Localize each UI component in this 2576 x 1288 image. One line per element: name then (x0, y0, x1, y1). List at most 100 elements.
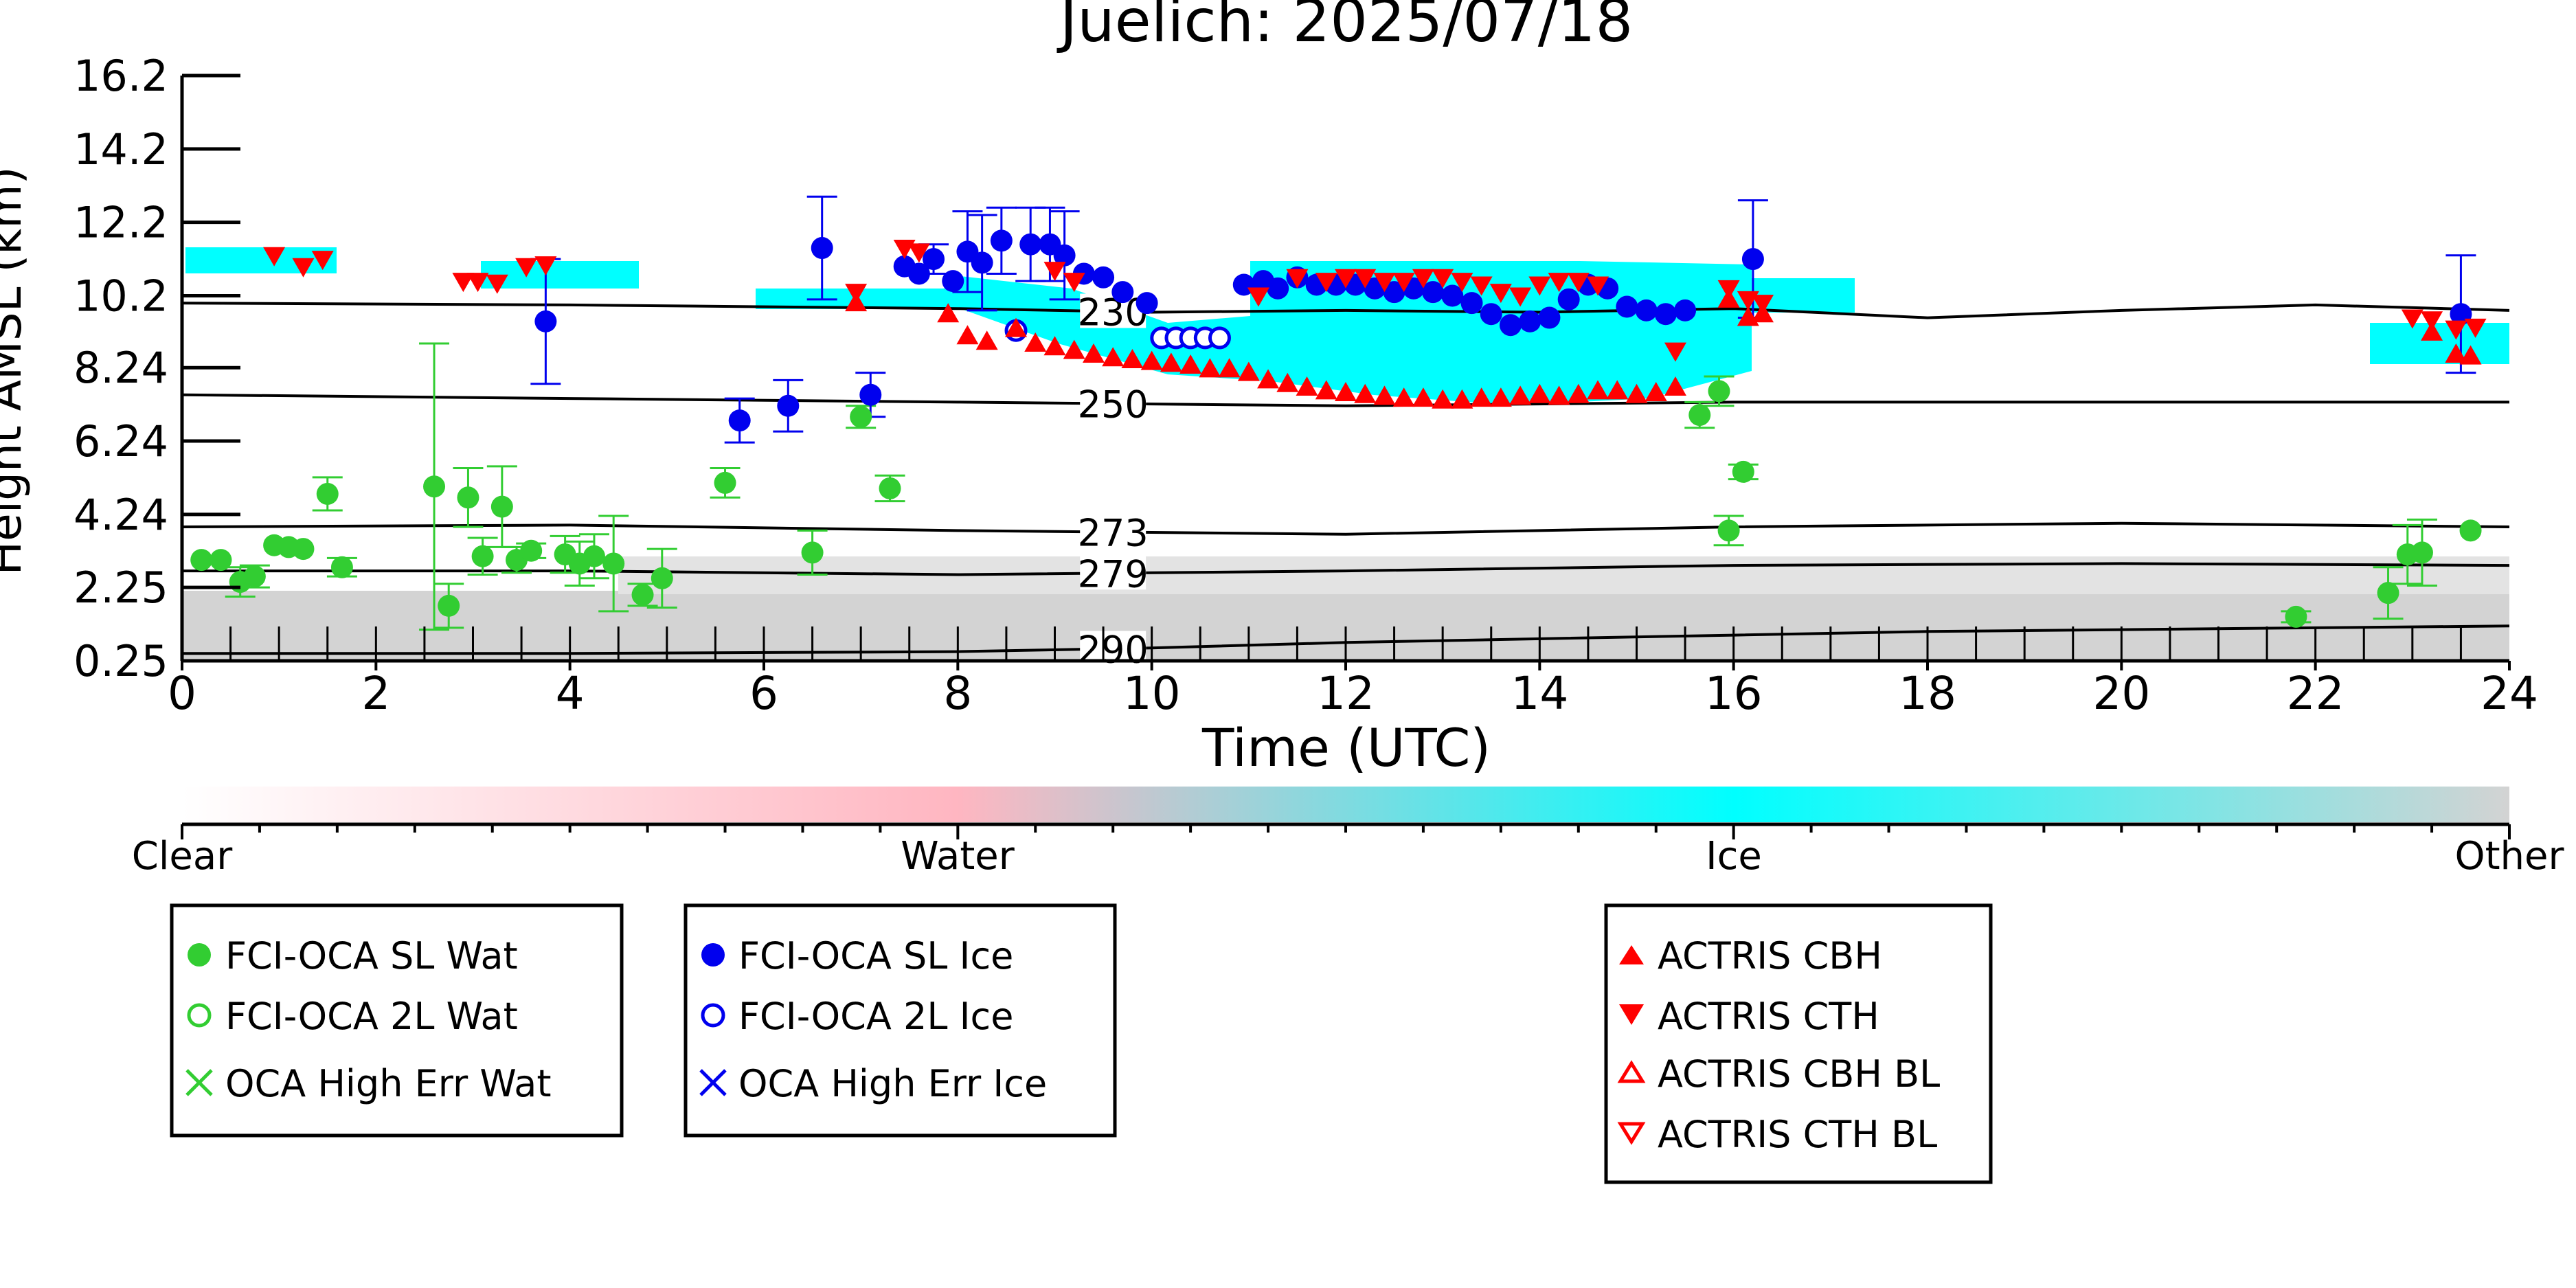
y-tick-label: 4.24 (74, 490, 168, 540)
legend-label-cbh-bl: ACTRIS CBH BL (1658, 1052, 1940, 1096)
fci-oca-sl-ice-point (1422, 281, 1445, 304)
legend-water-box (170, 903, 624, 1138)
fci-oca-sl-ice-point (1111, 281, 1134, 304)
fci-oca-sl-ice-point (1136, 292, 1158, 315)
actris-cth-point (311, 251, 334, 271)
x-tick-label: 12 (1317, 667, 1375, 720)
fci-oca-sl-wat-point (316, 482, 339, 505)
fci-oca-sl-wat-point (651, 567, 673, 589)
actris-cth-point (1315, 273, 1337, 293)
actris-cbh-point (1412, 387, 1434, 407)
actris-cth-point (515, 258, 538, 278)
actris-cth-point (1528, 276, 1551, 296)
actris-cbh-point (1276, 372, 1299, 392)
legend-marker-sl-ice (701, 943, 725, 967)
actris-cbh-point (1257, 369, 1280, 389)
fci-oca-sl-wat-point (2459, 519, 2482, 542)
actris-cth-point (1432, 269, 1454, 289)
fci-oca-sl-wat-point (1732, 460, 1754, 483)
actris-cth-point (466, 273, 489, 293)
actris-cth-point (2421, 311, 2443, 331)
isotherm-line-250 (181, 393, 2509, 407)
actris-cth-point (1043, 262, 1066, 282)
actris-cbh-point (1063, 339, 1085, 359)
x-tick-label: 20 (2092, 667, 2150, 720)
fci-oca-sl-wat-point (583, 545, 605, 567)
fci-oca-sl-ice-point (1383, 281, 1405, 304)
isotherm-label-bg (1080, 293, 1146, 328)
fci-oca-sl-ice-point (859, 383, 882, 406)
fci-oca-sl-wat-point (490, 495, 513, 518)
fci-oca-sl-ice-point (728, 409, 751, 432)
actris-cth-point (1286, 269, 1309, 289)
y-tick-label: 16.2 (74, 51, 168, 101)
actris-cth-point (1567, 273, 1590, 293)
legend-marker-2l-wat (187, 1003, 212, 1028)
fci-oca-sl-ice-point (1557, 288, 1580, 310)
isotherm-label-230: 230 (1078, 291, 1149, 334)
legend-marker-cbh-bl (1617, 1060, 1646, 1083)
isotherm-line-279 (182, 562, 2510, 576)
legend-marker-cth (1619, 1004, 1644, 1025)
actris-cbh-point (1645, 382, 1667, 402)
x-tick-label: 16 (1705, 667, 1763, 720)
actris-cth-point (292, 258, 315, 278)
fci-oca-sl-ice-point (1654, 303, 1677, 326)
fci-oca-sl-ice-point (1441, 284, 1464, 307)
fci-oca-sl-ice-point (811, 237, 833, 260)
fci-oca-sl-wat-point (602, 552, 625, 575)
actris-cbh-point (1664, 376, 1686, 396)
actris-cbh-point (1567, 383, 1590, 403)
fci-oca-sl-wat-point (471, 545, 494, 567)
fci-oca-sl-wat-point (2410, 541, 2433, 564)
y-tick-label: 10.2 (74, 271, 168, 321)
legend-label-cbh: ACTRIS CBH (1658, 934, 1882, 978)
colorbar-gradient (182, 787, 2509, 822)
fci-oca-sl-wat-point (243, 565, 266, 588)
colorbar-label-ice: Ice (1706, 834, 1762, 879)
fci-oca-sl-ice-point (907, 262, 930, 285)
fci-oca-sl-wat-point (1717, 519, 1740, 542)
fci-oca-sl-ice-point (1092, 266, 1115, 289)
actris-cth-point (845, 284, 868, 304)
actris-cbh-point (1082, 343, 1105, 363)
actris-cbh-point (956, 325, 979, 345)
actris-cbh-point (1587, 380, 1609, 400)
fci-oca-sl-wat-point (520, 539, 543, 562)
colorbar-label-water: Water (901, 834, 1015, 879)
x-tick-label: 24 (2481, 667, 2538, 720)
legend-marker-higherr-ice (699, 1069, 727, 1096)
fci-oca-sl-ice-point (942, 270, 964, 293)
marker-layer (190, 229, 2487, 628)
x-tick-label: 8 (943, 667, 972, 720)
actris-cbh-point (1102, 347, 1125, 367)
isotherm-label-273: 273 (1078, 512, 1149, 555)
y-tick-label: 6.24 (74, 416, 168, 466)
actris-cth-point (1509, 287, 1532, 307)
actris-cbh-point (1528, 383, 1551, 403)
actris-cbh-point (2445, 343, 2467, 363)
actris-cth-point (1412, 269, 1434, 289)
actris-cth-point (1548, 273, 1570, 293)
ice-cloud-patch-late (2370, 323, 2509, 364)
actris-cth-point (1392, 273, 1415, 293)
x-axis-label: Time (UTC) (1201, 717, 1491, 778)
isotherm-line-230 (181, 302, 2510, 319)
fci-oca-sl-wat-point (330, 556, 353, 578)
fci-oca-2l-ice-point (1208, 326, 1231, 350)
legend-label-2l-ice: FCI-OCA 2L Ice (738, 995, 1013, 1038)
fci-oca-sl-ice-point (1019, 233, 1042, 256)
actris-cth-point (452, 273, 475, 293)
fci-oca-sl-ice-point (1674, 299, 1697, 321)
actris-cth-point (486, 274, 508, 294)
actris-cth-point (1354, 269, 1377, 289)
actris-cbh-point (1432, 389, 1454, 409)
actris-cbh-point (2459, 345, 2482, 365)
chart-title: Juelich: 2025/07/18 (1057, 0, 1633, 56)
ice-cloud-region (948, 261, 1752, 405)
actris-cth-point (1752, 295, 1774, 315)
legend-water: FCI-OCA SL Wat FCI-OCA 2L Wat OCA High E… (170, 903, 624, 1138)
actris-cbh-point (937, 303, 960, 323)
actris-cth-point (1247, 287, 1269, 307)
fci-oca-sl-ice-point (971, 251, 993, 274)
